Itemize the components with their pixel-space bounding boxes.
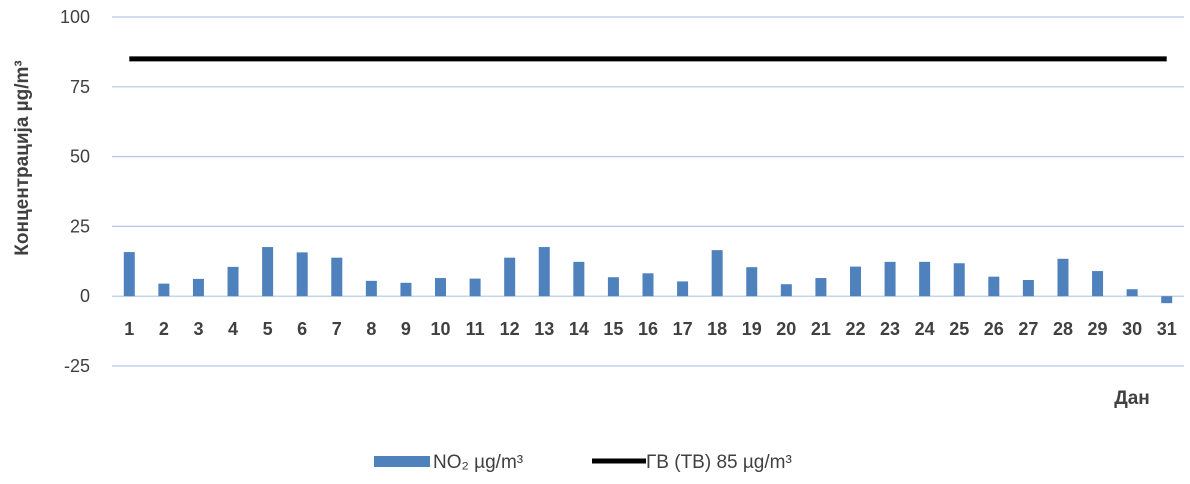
x-tick-label: 15: [603, 319, 623, 339]
x-tick-label: 7: [332, 319, 342, 339]
x-tick-label: 26: [984, 319, 1004, 339]
bar: [746, 267, 758, 297]
y-tick-label: 50: [70, 147, 90, 167]
legend-label-no2: NO₂ µg/m³: [433, 452, 523, 473]
bar: [192, 278, 204, 297]
bar: [919, 261, 931, 297]
x-tick-label: 2: [159, 319, 169, 339]
x-tick-label: 12: [500, 319, 520, 339]
bar: [711, 250, 723, 297]
y-axis-ticks: -25 0 25 50 75 100: [60, 7, 90, 376]
x-tick-label: 5: [263, 319, 273, 339]
bar: [1161, 296, 1173, 304]
y-axis-label: Концентрација µg/m³: [12, 60, 33, 255]
x-tick-label: 19: [742, 319, 762, 339]
x-tick-label: 14: [569, 319, 589, 339]
bar: [400, 282, 412, 297]
x-tick-label: 24: [915, 319, 935, 339]
legend: NO₂ µg/m³ ГВ (ТВ) 85 µg/m³: [374, 452, 792, 473]
bar-series: [123, 247, 1173, 304]
y-tick-label: 0: [80, 286, 90, 306]
x-axis-ticks: 1 2 3 4 5 6 7 8 9 10 11 12 13 14 15 16 17 18 19 20 21 22 23 24 2…: [124, 319, 1176, 339]
x-tick-label: 22: [845, 319, 865, 339]
y-tick-label: 75: [70, 77, 90, 97]
x-tick-label: 27: [1018, 319, 1038, 339]
bar: [123, 252, 135, 297]
bar: [1092, 271, 1104, 297]
bar: [331, 257, 343, 297]
x-tick-label: 23: [880, 319, 900, 339]
x-tick-label: 31: [1157, 319, 1177, 339]
x-tick-label: 11: [466, 319, 485, 339]
x-tick-label: 21: [811, 319, 831, 339]
bar: [642, 273, 654, 297]
y-tick-label: -25: [64, 356, 90, 376]
x-tick-label: 8: [366, 319, 376, 339]
x-tick-label: 18: [707, 319, 727, 339]
x-tick-label: 30: [1122, 319, 1142, 339]
y-tick-label: 25: [70, 216, 90, 236]
bar: [1057, 258, 1069, 297]
y-tick-label: 100: [60, 7, 90, 27]
legend-item-no2: NO₂ µg/m³: [374, 452, 523, 473]
bar: [435, 278, 447, 297]
legend-swatch-no2: [374, 456, 430, 467]
bar: [884, 261, 896, 297]
legend-label-limit: ГВ (ТВ) 85 µg/m³: [646, 452, 792, 473]
legend-item-limit: ГВ (ТВ) 85 µg/m³: [592, 452, 792, 473]
x-tick-label: 3: [193, 319, 203, 339]
x-tick-label: 29: [1088, 319, 1108, 339]
bar: [296, 252, 308, 297]
bar: [1022, 280, 1034, 297]
x-tick-label: 16: [638, 319, 658, 339]
x-tick-label: 10: [431, 319, 451, 339]
bar: [953, 263, 965, 297]
x-axis-label: Дан: [1114, 388, 1150, 409]
bar: [849, 266, 861, 297]
bar: [573, 261, 585, 297]
x-tick-label: 25: [949, 319, 969, 339]
x-tick-label: 4: [228, 319, 238, 339]
bar: [815, 278, 827, 297]
bar: [1126, 289, 1138, 297]
bar: [677, 281, 689, 297]
bar: [538, 247, 550, 297]
x-tick-label: 20: [776, 319, 796, 339]
bar: [158, 283, 170, 297]
bar: [607, 277, 619, 297]
x-tick-label: 13: [534, 319, 554, 339]
bar: [365, 280, 377, 297]
x-tick-label: 17: [673, 319, 693, 339]
bar: [262, 247, 274, 297]
x-tick-label: 9: [401, 319, 411, 339]
bar: [988, 276, 1000, 297]
bar: [469, 278, 481, 297]
bar: [780, 284, 792, 297]
bar: [227, 266, 239, 297]
x-tick-label: 6: [297, 319, 307, 339]
x-tick-label: 28: [1053, 319, 1073, 339]
gridlines: [112, 16, 1184, 367]
x-tick-label: 1: [124, 319, 134, 339]
bar: [504, 257, 516, 297]
